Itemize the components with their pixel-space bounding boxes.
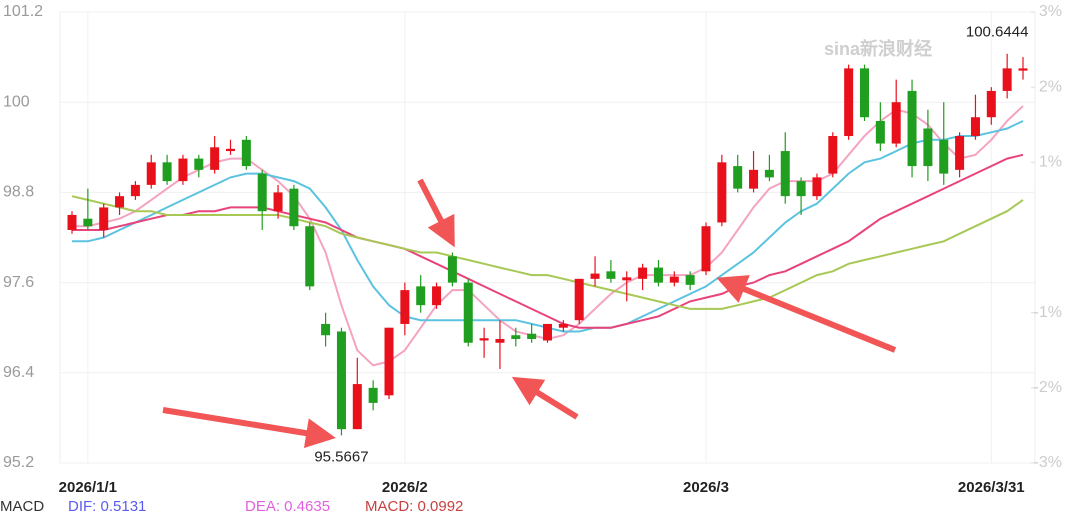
candle-body: [638, 267, 648, 279]
candle-body: [416, 286, 426, 306]
arrow: [162, 407, 336, 448]
candle-body: [495, 338, 505, 343]
candle-body: [463, 282, 473, 343]
price-annotation: 95.5667: [314, 448, 368, 465]
x-tick-label: 2026/3: [683, 479, 729, 496]
candle-body: [162, 162, 172, 182]
candle-body: [812, 177, 822, 197]
candle-body: [955, 136, 965, 170]
candle-body: [558, 323, 568, 328]
price-annotation: 100.6444: [966, 24, 1029, 41]
candle-body: [701, 226, 711, 272]
candle-body: [447, 256, 457, 283]
candle-body: [828, 136, 838, 174]
candle-body: [796, 181, 806, 197]
y2-tick-label: 1%: [1039, 154, 1062, 171]
candle-body: [352, 384, 362, 430]
candle-body: [764, 169, 774, 178]
arrow: [417, 178, 455, 248]
macd-legend: DEA: 0.4635: [245, 498, 330, 511]
candle-body: [669, 276, 679, 283]
candle-body: [1002, 68, 1012, 91]
candle-body: [780, 151, 790, 197]
candle-body: [368, 387, 378, 403]
candle-body: [146, 162, 156, 185]
candle-body: [939, 139, 949, 174]
candle-body: [226, 148, 235, 152]
macd-legend: MACD: 0.0992: [365, 498, 463, 511]
candle-body: [606, 271, 616, 279]
macd-legend: MACD: [0, 498, 44, 511]
candle-body: [289, 188, 299, 227]
candle-body: [543, 323, 552, 341]
y2-tick-label: -2%: [1034, 379, 1062, 396]
candle-body: [749, 169, 759, 189]
candle-body: [511, 335, 521, 339]
candle-body: [717, 162, 727, 223]
y2-tick-label: 3%: [1039, 3, 1062, 20]
arrow: [511, 376, 579, 420]
candle-body: [99, 207, 109, 230]
candle-body: [574, 278, 584, 321]
candle-body: [527, 333, 537, 339]
candle-body: [400, 290, 410, 324]
candle-body: [875, 120, 885, 144]
ma-line: [72, 153, 1024, 329]
candle-body: [733, 166, 743, 189]
candle-body: [1018, 68, 1028, 71]
candle-body: [178, 158, 188, 182]
x-tick-label: 2026/2: [382, 479, 428, 496]
candle-body: [923, 128, 933, 167]
y-tick-label: 98.8: [3, 184, 34, 201]
y-tick-label: 100: [3, 93, 30, 110]
candle-body: [590, 273, 600, 279]
y2-tick-label: 2%: [1039, 78, 1062, 95]
y-tick-label: 96.4: [3, 364, 34, 381]
y-tick-label: 95.2: [3, 454, 34, 471]
candle-body: [194, 158, 204, 170]
y2-tick-label: -3%: [1034, 454, 1062, 471]
candle-body: [321, 323, 331, 336]
candle-body: [844, 68, 854, 137]
annotation-arrows: [162, 178, 897, 448]
ma-line: [71, 195, 1024, 310]
candle-body: [67, 214, 77, 230]
candle-body: [384, 327, 394, 396]
macd-legend: DIF: 0.5131: [68, 498, 146, 511]
candle-body: [83, 218, 93, 227]
candle-body: [336, 331, 346, 430]
candle-body: [891, 102, 901, 144]
candle-body: [210, 147, 220, 170]
arrow: [716, 275, 897, 353]
candle-body: [685, 275, 695, 285]
x-tick-label: 2026/1/1: [59, 479, 117, 496]
watermark: sina新浪财经: [824, 38, 932, 59]
candle-body: [130, 184, 140, 197]
y-tick-label: 101.2: [3, 3, 43, 20]
y-tick-label: 97.6: [3, 274, 34, 291]
candle-body: [907, 90, 917, 167]
candle-body: [273, 192, 283, 212]
candle-body: [986, 90, 996, 118]
candle-body: [860, 68, 869, 118]
x-tick-label: 2026/3/31: [958, 479, 1025, 496]
candle-body: [241, 139, 251, 167]
candle-body: [257, 173, 267, 212]
candle-body: [970, 117, 980, 137]
candle-body: [479, 338, 489, 341]
y2-tick-label: -1%: [1034, 304, 1062, 321]
candle-body: [653, 267, 663, 283]
candle-body: [305, 226, 315, 287]
candle-body: [622, 277, 632, 281]
candle-body: [432, 286, 442, 306]
candle-body: [115, 196, 125, 208]
